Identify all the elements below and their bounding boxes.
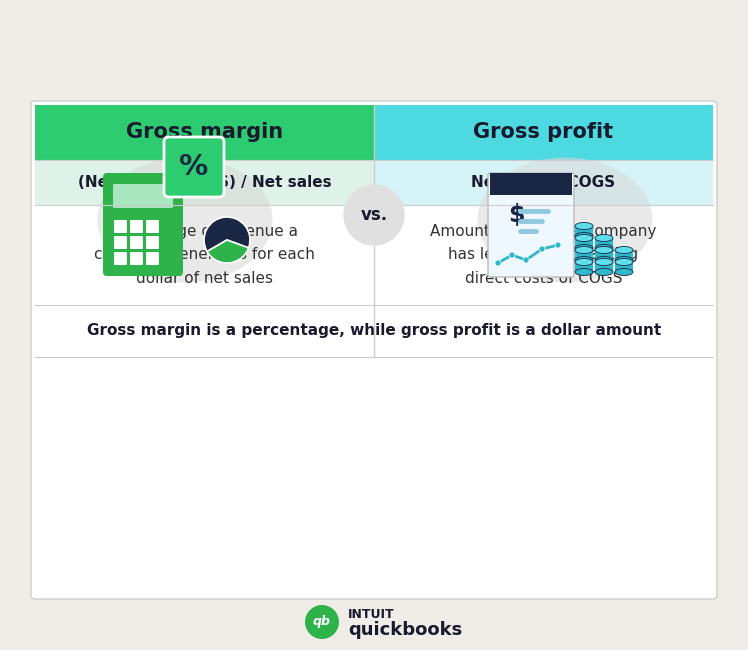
Text: INTUIT: INTUIT	[348, 608, 395, 621]
Circle shape	[509, 252, 515, 258]
FancyBboxPatch shape	[35, 160, 374, 205]
FancyBboxPatch shape	[103, 173, 183, 276]
FancyBboxPatch shape	[575, 227, 593, 236]
FancyBboxPatch shape	[130, 220, 143, 233]
Ellipse shape	[575, 257, 593, 263]
FancyBboxPatch shape	[575, 251, 593, 260]
Text: Amount of money a company
has left after subtracting
direct costs of COGS: Amount of money a company has left after…	[430, 224, 657, 286]
Text: Gross profit: Gross profit	[473, 122, 613, 142]
Ellipse shape	[97, 157, 272, 283]
Circle shape	[495, 260, 501, 266]
Ellipse shape	[595, 235, 613, 242]
FancyBboxPatch shape	[114, 220, 127, 233]
Wedge shape	[204, 217, 250, 252]
FancyBboxPatch shape	[146, 236, 159, 249]
Circle shape	[523, 257, 529, 263]
FancyBboxPatch shape	[595, 239, 613, 248]
Ellipse shape	[575, 222, 593, 229]
Ellipse shape	[615, 246, 633, 254]
Ellipse shape	[575, 268, 593, 276]
Text: Percentage of revenue a
company generates for each
dollar of net sales: Percentage of revenue a company generate…	[94, 224, 315, 286]
Ellipse shape	[595, 244, 613, 252]
Circle shape	[344, 185, 404, 245]
FancyBboxPatch shape	[130, 236, 143, 249]
Ellipse shape	[575, 233, 593, 239]
FancyBboxPatch shape	[146, 220, 159, 233]
Text: vs.: vs.	[361, 206, 387, 224]
FancyBboxPatch shape	[615, 263, 633, 272]
Ellipse shape	[575, 244, 593, 252]
Wedge shape	[207, 240, 248, 263]
FancyBboxPatch shape	[114, 252, 127, 265]
FancyBboxPatch shape	[374, 160, 713, 205]
Ellipse shape	[595, 259, 613, 265]
Ellipse shape	[595, 268, 613, 276]
FancyBboxPatch shape	[575, 239, 593, 248]
Circle shape	[539, 246, 545, 252]
FancyBboxPatch shape	[595, 263, 613, 272]
FancyBboxPatch shape	[31, 101, 717, 599]
FancyBboxPatch shape	[615, 251, 633, 260]
Ellipse shape	[477, 157, 652, 283]
FancyBboxPatch shape	[113, 184, 173, 208]
Text: Gross margin: Gross margin	[126, 122, 283, 142]
Ellipse shape	[615, 257, 633, 263]
FancyBboxPatch shape	[146, 252, 159, 265]
FancyBboxPatch shape	[164, 137, 224, 197]
Circle shape	[305, 605, 339, 639]
FancyBboxPatch shape	[595, 251, 613, 260]
Text: quickbooks: quickbooks	[348, 621, 462, 639]
FancyBboxPatch shape	[575, 263, 593, 272]
Ellipse shape	[595, 246, 613, 254]
FancyBboxPatch shape	[130, 252, 143, 265]
Text: $: $	[508, 203, 524, 227]
Ellipse shape	[575, 246, 593, 254]
FancyBboxPatch shape	[374, 105, 713, 160]
FancyBboxPatch shape	[35, 105, 374, 160]
Text: %: %	[180, 153, 209, 181]
Ellipse shape	[595, 257, 613, 263]
Ellipse shape	[615, 268, 633, 276]
FancyBboxPatch shape	[490, 173, 572, 195]
Text: qb: qb	[313, 616, 331, 629]
Ellipse shape	[615, 259, 633, 265]
Text: Net sales - COGS: Net sales - COGS	[471, 175, 616, 190]
Circle shape	[555, 242, 561, 248]
Ellipse shape	[575, 235, 593, 242]
Ellipse shape	[575, 259, 593, 265]
FancyBboxPatch shape	[488, 173, 574, 277]
Text: (Net sales - COGS) / Net sales: (Net sales - COGS) / Net sales	[78, 175, 331, 190]
FancyBboxPatch shape	[114, 236, 127, 249]
Text: Gross margin is a percentage, while gross profit is a dollar amount: Gross margin is a percentage, while gros…	[87, 324, 661, 339]
